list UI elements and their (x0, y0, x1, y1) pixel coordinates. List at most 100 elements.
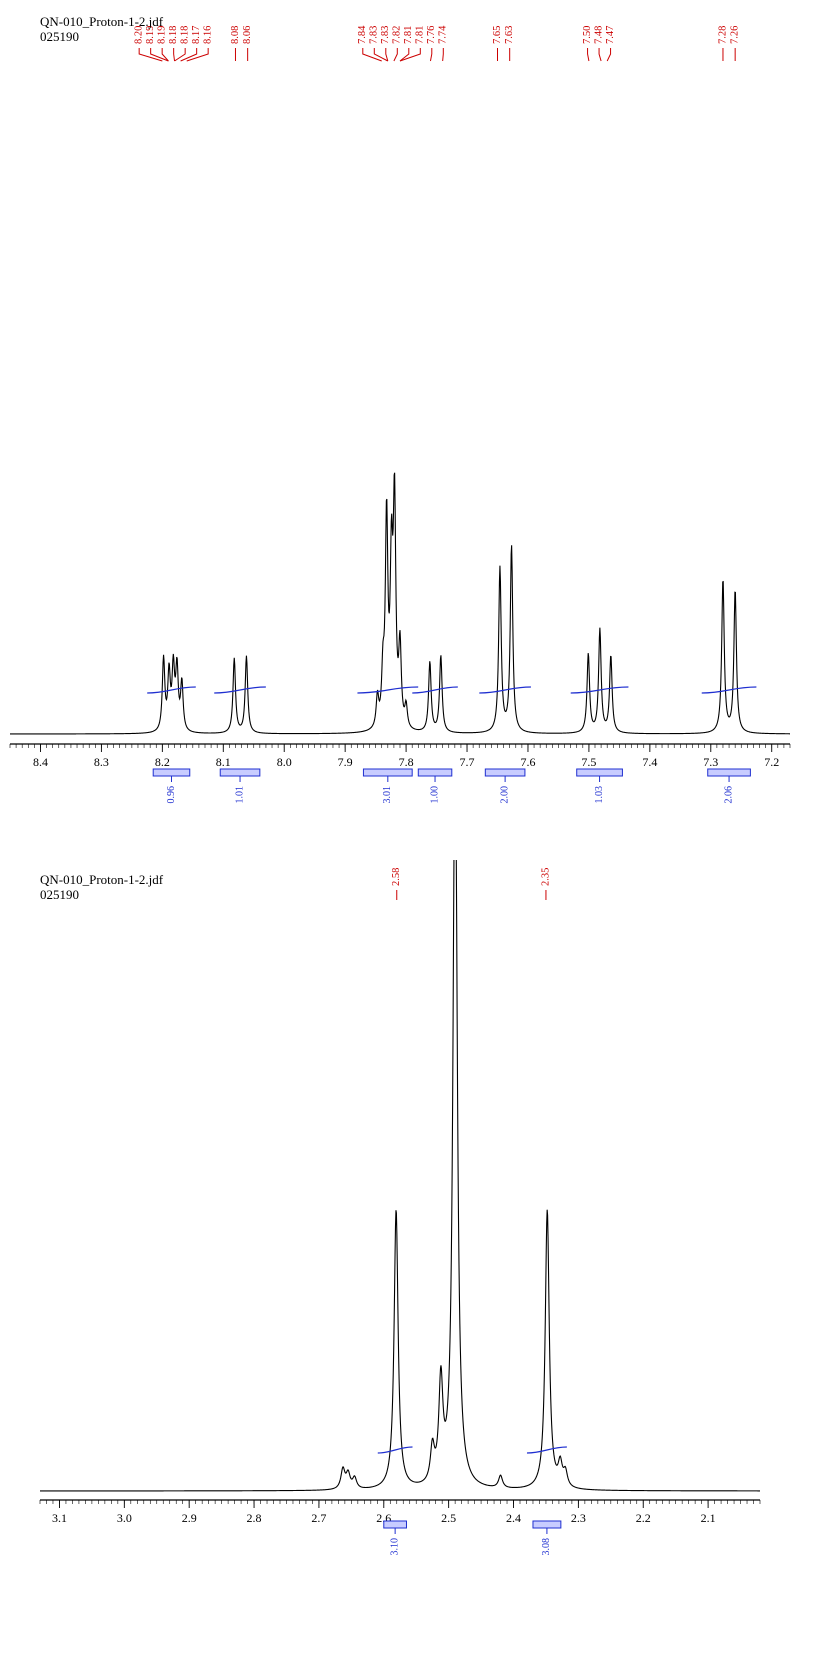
peak-connector (393, 48, 398, 62)
spectrum-trace (10, 472, 790, 735)
tick-label: 2.2 (636, 1511, 651, 1525)
peak-label: 7.84 (357, 25, 368, 44)
tick-label: 7.4 (642, 755, 657, 769)
integral-curve (526, 1446, 567, 1454)
integral-value: 1.03 (594, 786, 605, 804)
integral-curve (214, 686, 266, 694)
peak-label: 7.28 (717, 26, 728, 44)
peak-label: 7.50 (582, 26, 593, 44)
tick-label: 8.1 (216, 755, 231, 769)
peak-connector (186, 48, 209, 62)
integral-bar (707, 768, 751, 777)
tick-label: 8.3 (94, 755, 109, 769)
peak-label: 7.74 (438, 25, 449, 44)
peak-label: 7.82 (392, 26, 403, 44)
peak-label: 7.81 (403, 26, 414, 44)
peak-label: 8.16 (203, 26, 214, 44)
peak-connector (399, 48, 421, 62)
tick-label: 7.7 (460, 755, 475, 769)
sample-id: 025190 (40, 887, 79, 902)
peak-connector (174, 48, 186, 62)
tick-label: 3.1 (52, 1511, 67, 1525)
integral-bar (576, 768, 623, 777)
integral-curve (147, 686, 196, 694)
peak-connector (138, 48, 163, 62)
peak-label: 8.18 (168, 26, 179, 44)
peak-label: 8.19 (157, 26, 168, 44)
peak-label: 2.58 (391, 868, 402, 886)
integral-bar (532, 1520, 562, 1529)
peak-connector (150, 48, 169, 62)
integral-value: 1.00 (429, 786, 440, 804)
peak-connector (399, 48, 410, 62)
integral-bar (362, 768, 413, 777)
tick-label: 7.8 (399, 755, 414, 769)
tick-label: 2.7 (311, 1511, 326, 1525)
integral-curve (570, 686, 629, 694)
integral-value: 3.01 (382, 786, 393, 804)
integral-value: 2.06 (723, 786, 734, 804)
peak-connector (373, 48, 389, 62)
integral-curve (377, 1446, 413, 1454)
tick-label: 8.2 (155, 755, 170, 769)
peak-label: 7.81 (415, 26, 426, 44)
peak-label: 7.63 (504, 26, 515, 44)
file-name: QN-010_Proton-1-2.jdf (40, 14, 164, 29)
file-name: QN-010_Proton-1-2.jdf (40, 872, 164, 887)
tick-label: 2.4 (506, 1511, 521, 1525)
peak-label: 7.48 (593, 26, 604, 44)
integral-value: 2.00 (499, 786, 510, 804)
peak-label: 7.83 (380, 26, 391, 44)
tick-label: 2.3 (571, 1511, 586, 1525)
integral-curve (479, 686, 531, 694)
peak-connector (587, 48, 590, 62)
nmr-spectrum-chart: 3.1 3.0 2.9 2.8 2.7 2.6 2.5 2.4 2.3 2.2 2.13.10 3.0… (39, 860, 761, 1556)
integral-value: 0.96 (166, 786, 177, 804)
spectrum-panel-aliphatic: QN-010_Proton-1-2.jdf 025190 3.1 3.0 2.9 2.… (0, 860, 835, 1659)
tick-label: 7.2 (764, 755, 779, 769)
peak-connector (173, 48, 176, 62)
peak-label: 8.20 (134, 26, 145, 44)
integral-bar (219, 768, 261, 777)
peak-connector (606, 48, 612, 62)
spectrum-header: QN-010_Proton-1-2.jdf 025190 (40, 872, 163, 902)
nmr-spectrum-chart: 8.4 8.3 8.2 8.1 8.0 7.9 7.8 7.7 7.6 7.5 7.4 7.3 7.2 0… (9, 25, 791, 804)
tick-label: 8.4 (33, 755, 48, 769)
tick-label: 2.9 (182, 1511, 197, 1525)
spectrum-panel-aromatic: QN-010_Proton-1-2.jdf 025190 8.4 8.3 8.2 8.… (9, 14, 791, 804)
tick-label: 8.0 (277, 755, 292, 769)
peak-connector (180, 48, 198, 62)
sample-id: 025190 (40, 29, 79, 44)
integral-bar (383, 1520, 407, 1529)
peak-connector (598, 48, 602, 62)
peak-connector (429, 48, 433, 62)
peak-label: 7.65 (492, 26, 503, 44)
peak-label: 7.26 (730, 26, 741, 44)
tick-label: 7.9 (338, 755, 353, 769)
integral-bar (484, 768, 526, 777)
tick-label: 2.8 (247, 1511, 262, 1525)
tick-label: 3.0 (117, 1511, 132, 1525)
peak-label: 7.76 (426, 26, 437, 44)
integral-value: 3.10 (389, 1538, 400, 1556)
integral-bar (152, 768, 191, 777)
peak-connector (442, 48, 444, 62)
peak-label: 7.47 (605, 26, 616, 44)
peak-connector (385, 48, 389, 62)
tick-label: 2.1 (701, 1511, 716, 1525)
peak-connector (161, 48, 169, 62)
peak-label: 8.08 (230, 26, 241, 44)
integral-curve (701, 686, 757, 694)
peak-label: 2.35 (540, 868, 551, 886)
integral-curve (412, 686, 458, 694)
tick-label: 7.6 (520, 755, 535, 769)
integral-bar (417, 768, 453, 777)
tick-label: 7.3 (703, 755, 718, 769)
peak-label: 8.18 (180, 26, 191, 44)
peak-connector (362, 48, 382, 62)
spectrum-trace (40, 860, 760, 1492)
peak-label: 7.83 (369, 26, 380, 44)
integral-curve (357, 686, 419, 694)
peak-label: 8.17 (191, 26, 202, 44)
peak-label: 8.19 (145, 26, 156, 44)
